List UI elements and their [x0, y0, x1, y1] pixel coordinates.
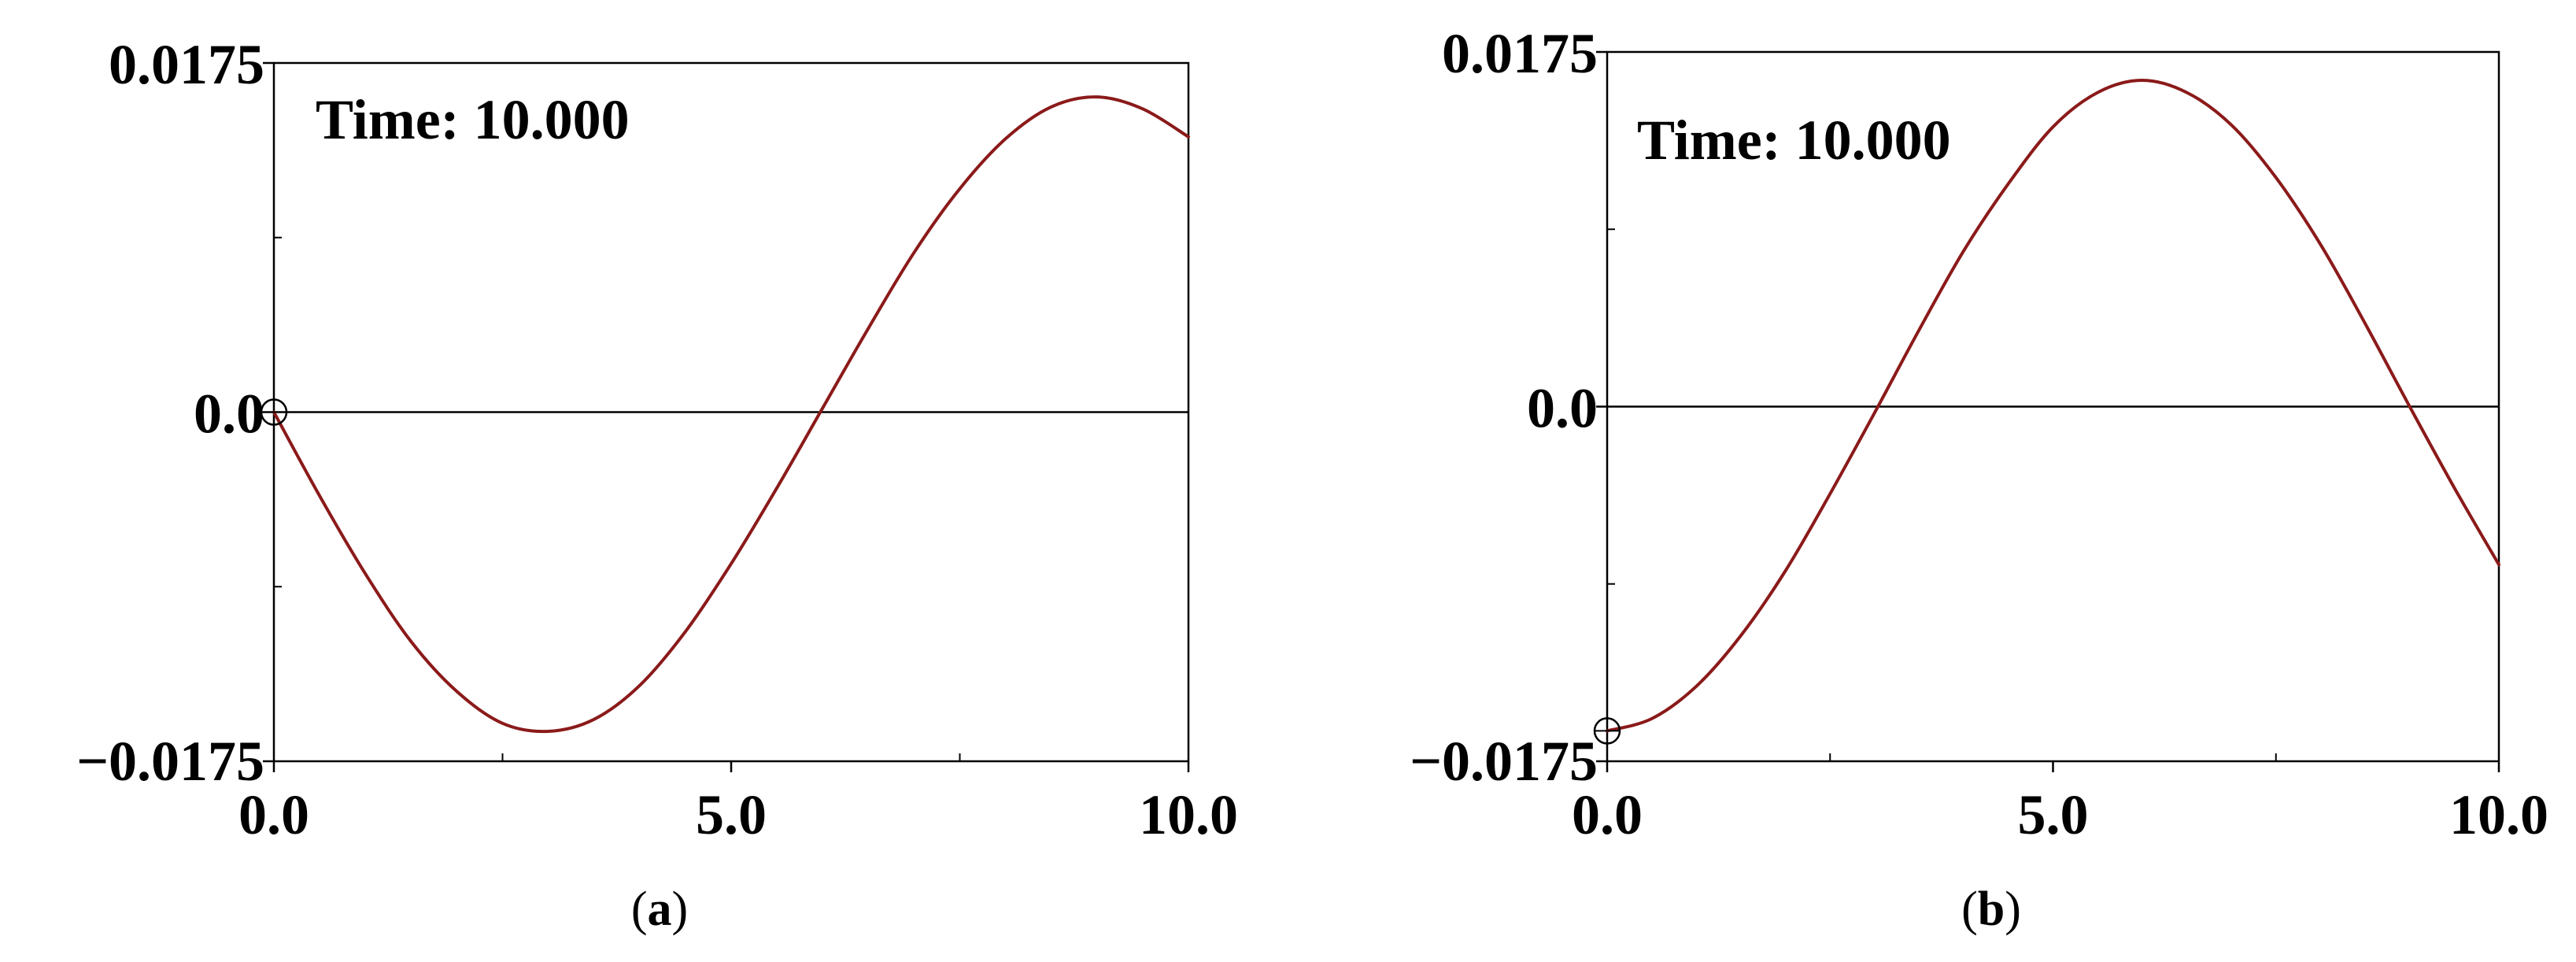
- caption-open-paren: (: [1961, 882, 1978, 936]
- time-annotation: Time: 10.000: [1637, 109, 1951, 172]
- y-tick-label: 0.0: [1527, 377, 1598, 440]
- series-line: [1606, 79, 2500, 733]
- caption-letter: b: [1978, 882, 2005, 936]
- x-tick-label: 0.0: [238, 783, 309, 846]
- y-tick-label: −0.0175: [1410, 730, 1598, 793]
- caption-letter: a: [648, 882, 672, 936]
- caption-close-paren: ): [672, 882, 689, 936]
- x-tick-label: 0.0: [1572, 783, 1643, 846]
- x-tick-label: 5.0: [696, 783, 767, 846]
- x-tick-label: 10.0: [2449, 783, 2548, 846]
- time-annotation: Time: 10.000: [316, 88, 630, 151]
- start-marker: [260, 398, 288, 426]
- caption-open-paren: (: [631, 882, 648, 936]
- y-tick-label: 0.0175: [1442, 22, 1598, 85]
- y-tick-label: −0.0175: [76, 730, 264, 793]
- x-tick-label: 5.0: [2018, 783, 2089, 846]
- panel-caption: (b): [1961, 882, 2021, 936]
- y-tick-label: 0.0175: [109, 33, 264, 96]
- y-tick-label: 0.0: [194, 383, 264, 446]
- panel-caption: (a): [631, 882, 688, 936]
- x-tick-label: 10.0: [1139, 783, 1238, 846]
- start-marker: [1593, 717, 1621, 745]
- caption-close-paren: ): [2005, 882, 2021, 936]
- series-line: [272, 95, 1190, 734]
